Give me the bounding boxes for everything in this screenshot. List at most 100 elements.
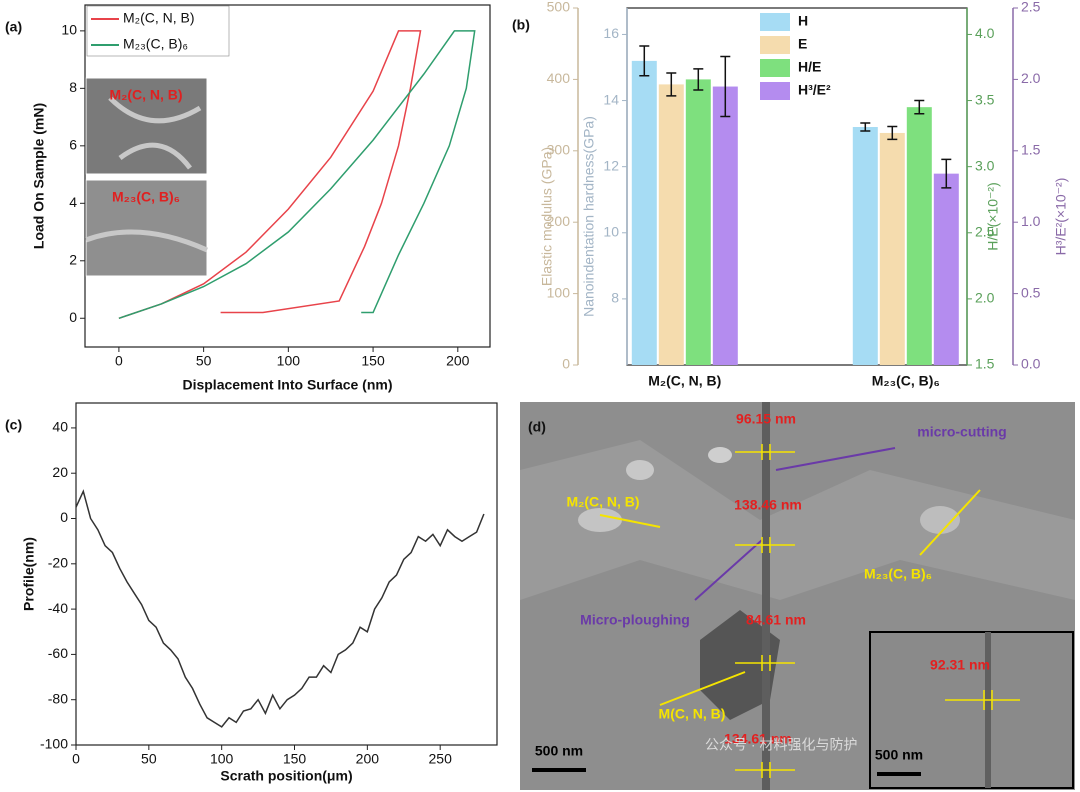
- x-tick-label: 0: [72, 751, 80, 767]
- annotation: M(C, N, B): [659, 706, 726, 722]
- x-tick-label: 250: [429, 751, 453, 767]
- data-line: [75, 489, 485, 728]
- annotation: micro-cutting: [917, 424, 1006, 440]
- annotation: 92.31 nm: [930, 657, 990, 673]
- bar: [852, 127, 878, 365]
- annotation: 84.61 nm: [746, 612, 806, 628]
- sem-image: [520, 402, 1075, 790]
- particle: [626, 460, 654, 480]
- y-axis-title: H/E(×10⁻²): [985, 182, 1001, 250]
- particle: [708, 447, 732, 463]
- y-axis-title: Nanoindentation hardness(GPa): [581, 116, 597, 317]
- bar: [933, 173, 959, 365]
- legend-label: M₂₃(C, B)₆: [123, 36, 188, 52]
- y-tick-label: 8: [69, 79, 77, 95]
- plot-frame: [84, 4, 491, 348]
- y-tick-label: 2.0: [1021, 70, 1041, 86]
- scratch: [762, 402, 770, 790]
- dark-region: [700, 610, 780, 720]
- y-tick-label: 0.5: [1021, 284, 1041, 300]
- arrow: [694, 539, 763, 601]
- annotation: M₂(C, N, B): [566, 494, 639, 510]
- data-line: [118, 30, 422, 320]
- bar: [685, 79, 711, 366]
- y-tick-label: 200: [547, 213, 571, 229]
- y-tick-label: -20: [48, 555, 68, 571]
- scale-bar-label: 500 nm: [535, 743, 583, 759]
- x-tick-label: 50: [141, 751, 157, 767]
- panel-label: (a): [5, 19, 22, 35]
- annotation: Micro-ploughing: [580, 612, 690, 628]
- legend-swatch: [760, 36, 790, 54]
- bar: [658, 84, 684, 365]
- y-tick-label: 2: [69, 251, 77, 267]
- y-axis-title: Profile(nm): [21, 537, 37, 611]
- y-tick-label: 2.0: [975, 290, 995, 306]
- bar: [906, 107, 932, 366]
- annotation: 134.61 nm: [724, 731, 792, 747]
- grain: [520, 440, 1075, 600]
- y-tick-label: 300: [547, 142, 571, 158]
- y-tick-label: 6: [69, 137, 77, 153]
- inset-frame: [869, 631, 1074, 789]
- scale-bar: [877, 772, 921, 776]
- measure-mark: [735, 537, 795, 553]
- legend-label: E: [798, 36, 807, 52]
- inset-label: M₂₃(C, B)₆: [112, 189, 180, 205]
- y-tick-label: 100: [547, 284, 571, 300]
- error-bar: [693, 68, 704, 91]
- legend-swatch: [760, 82, 790, 100]
- scratch: [985, 632, 991, 788]
- x-tick-label: 50: [196, 353, 212, 369]
- error-bar: [860, 122, 871, 132]
- error-bar: [720, 55, 731, 118]
- error-bar: [666, 72, 677, 97]
- x-axis-title: Scrath position(μm): [220, 768, 352, 784]
- y-tick-label: -40: [48, 600, 68, 616]
- annotation: 96.15 nm: [736, 411, 796, 427]
- y-tick-label: 8: [611, 290, 619, 306]
- y-tick-label: 4: [69, 194, 77, 210]
- legend-swatch: [760, 13, 790, 31]
- panel-label: (b): [512, 17, 530, 33]
- inset-image: [85, 179, 208, 277]
- panel-label: (c): [5, 417, 22, 433]
- legend-swatch: [760, 59, 790, 77]
- x-tick-label: 200: [356, 751, 380, 767]
- scale-bar-label: 500 nm: [875, 747, 923, 763]
- legend-label: M₂(C, N, B): [123, 10, 195, 26]
- legend-label: H³/E²: [798, 82, 831, 98]
- error-bar: [914, 99, 925, 115]
- inset-label: M₂(C, N, B): [109, 87, 182, 103]
- y-axis-title: H³/E²(×10⁻²): [1053, 178, 1069, 256]
- watermark: 公众号 · 材料强化与防护: [705, 737, 857, 753]
- measure-mark: [945, 690, 1020, 710]
- particle: [920, 506, 960, 534]
- x-tick-label: 150: [361, 353, 385, 369]
- annotation: 138.46 nm: [734, 497, 802, 513]
- error-bar: [941, 158, 952, 189]
- y-tick-label: -100: [40, 736, 68, 752]
- particle: [578, 508, 622, 532]
- arrow: [599, 514, 661, 528]
- y-tick-label: 0: [60, 509, 68, 525]
- error-bar: [639, 45, 650, 77]
- y-tick-label: 1.0: [1021, 213, 1041, 229]
- y-tick-label: 0.0: [1021, 356, 1041, 372]
- plot-frame: [75, 402, 498, 746]
- y-tick-label: 10: [603, 223, 619, 239]
- y-tick-label: 400: [547, 70, 571, 86]
- legend-label: H: [798, 13, 808, 29]
- measure-mark: [735, 444, 795, 460]
- x-tick-label: 100: [210, 751, 234, 767]
- panel-label: (d): [528, 419, 546, 435]
- bar: [631, 60, 657, 366]
- scale-bar: [532, 768, 586, 772]
- y-axis-title: Load On Sample (mN): [31, 103, 47, 249]
- legend-label: H/E: [798, 59, 821, 75]
- y-tick-label: 12: [603, 157, 619, 173]
- y-tick-label: 3.5: [975, 91, 995, 107]
- x-axis-title: Displacement Into Surface (nm): [182, 377, 392, 393]
- bar: [712, 86, 738, 365]
